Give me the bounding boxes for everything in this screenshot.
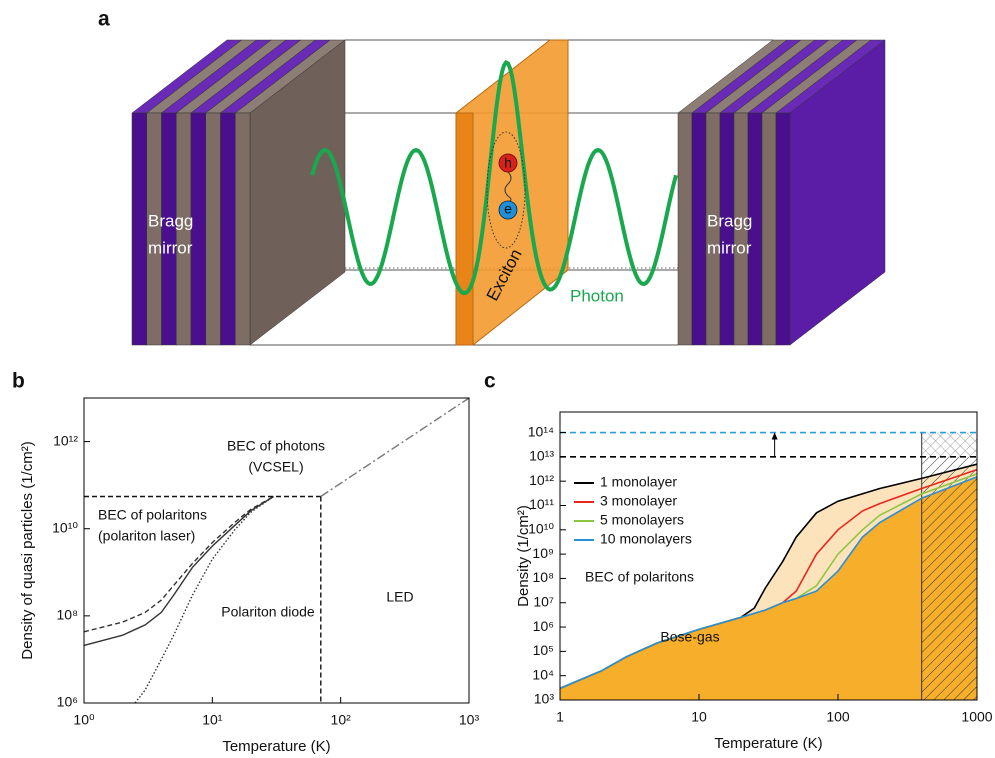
annotation: BEC of polaritons: [98, 507, 207, 523]
photon-label: Photon: [570, 286, 624, 305]
mirror-label: Bragg: [707, 211, 752, 230]
x-tick-label: 10: [691, 709, 707, 725]
hole-label: h: [504, 155, 512, 171]
x-tick-label: 1000: [961, 709, 992, 725]
electron-label: e: [504, 201, 512, 217]
y-tick-label: 10¹¹: [529, 496, 554, 512]
chart: 10⁰ 10¹ 10² 10³ 10⁶ 10⁸ 10¹⁰ 10¹² Temperature (K…: [19, 397, 480, 755]
annotation: (VCSEL): [248, 459, 303, 475]
y-axis-label: Density of quasi particles (1/cm²): [19, 441, 36, 659]
annotation: BEC of polaritons: [585, 569, 694, 585]
mirror-layer: [220, 112, 236, 346]
mirror-label: mirror: [148, 238, 193, 257]
panel-label: c: [484, 370, 496, 393]
legend-label: 5 monolayers: [600, 512, 684, 528]
mirror-layer: [761, 112, 777, 346]
x-tick-label: 10²: [331, 712, 352, 728]
series-line: [83, 495, 274, 647]
area-fill: [560, 476, 977, 700]
mirror-layer: [677, 112, 693, 346]
arrow-head: [771, 432, 778, 440]
mirror-label: Bragg: [148, 211, 193, 230]
annotation: BEC of photons: [227, 438, 325, 454]
y-tick-label: 10⁸: [533, 569, 555, 585]
y-tick-label: 10¹⁰: [52, 519, 78, 535]
axes-frame: [83, 397, 470, 704]
hatch-region: [921, 432, 977, 457]
y-tick-label: 10¹²: [529, 472, 554, 488]
y-tick-label: 10⁵: [533, 642, 554, 658]
x-tick-label: 10⁰: [73, 712, 95, 728]
charts: 10⁰ 10¹ 10² 10³ 10⁶ 10⁸ 10¹⁰ 10¹² Temperature (K…: [19, 397, 993, 755]
y-tick-label: 10³: [534, 691, 555, 707]
electron: [498, 200, 518, 220]
y-tick-label: 10⁶: [57, 694, 78, 710]
annotation: Bose-gas: [660, 629, 719, 645]
axes-frame: [559, 411, 978, 701]
y-tick-label: 10¹⁴: [528, 423, 554, 439]
y-tick-label: 10¹²: [53, 432, 78, 448]
y-tick-label: 10¹³: [529, 448, 554, 464]
binding: [504, 171, 512, 203]
annotation: (polariton laser): [98, 528, 195, 544]
x-axis-label: Temperature (K): [714, 735, 822, 752]
legend-label: 1 monolayer: [600, 474, 677, 490]
legend-label: 3 monolayer: [600, 493, 677, 509]
mirror-layer: [691, 112, 707, 346]
x-tick-label: 1: [556, 709, 564, 725]
photon-wave: [310, 59, 678, 296]
mirror-layer: [131, 112, 147, 346]
y-tick-label: 10⁷: [533, 593, 554, 609]
mirror-layer: [775, 112, 791, 346]
mirror-layer: [235, 112, 251, 346]
series-line: [559, 476, 978, 690]
legend-label: 10 monolayers: [600, 531, 692, 547]
y-tick-label: 10⁹: [532, 545, 554, 561]
series-line: [320, 397, 470, 498]
x-tick-label: 10¹: [202, 712, 223, 728]
annotation: Polariton diode: [221, 604, 315, 620]
y-tick-label: 10⁴: [532, 666, 554, 682]
x-axis-label: Temperature (K): [222, 738, 330, 755]
series-line: [83, 495, 274, 633]
exciton-orbit: [486, 131, 526, 249]
mirror-layer: [205, 112, 221, 346]
mirror-label: mirror: [707, 238, 752, 257]
hole: [498, 153, 518, 173]
panel-label: a: [98, 8, 110, 31]
panel-label: b: [12, 370, 25, 393]
x-tick-label: 10³: [459, 712, 480, 728]
y-tick-label: 10¹⁰: [528, 521, 554, 537]
annotation: LED: [386, 589, 413, 605]
series-line: [134, 495, 274, 704]
y-tick-label: 10⁸: [57, 607, 79, 623]
exciton-layer-edge: [455, 112, 474, 346]
y-tick-label: 10⁶: [533, 618, 554, 634]
hatch-region: [921, 456, 977, 700]
x-tick-label: 100: [826, 709, 850, 725]
y-axis-label: Density (1/cm²): [515, 505, 532, 607]
chart: 1 10 100 1000 10³ 10⁴ 10⁵ 10⁶ 10⁷ 10⁸ 10⁹ 10¹⁰ 10¹¹ 1…: [515, 411, 993, 752]
